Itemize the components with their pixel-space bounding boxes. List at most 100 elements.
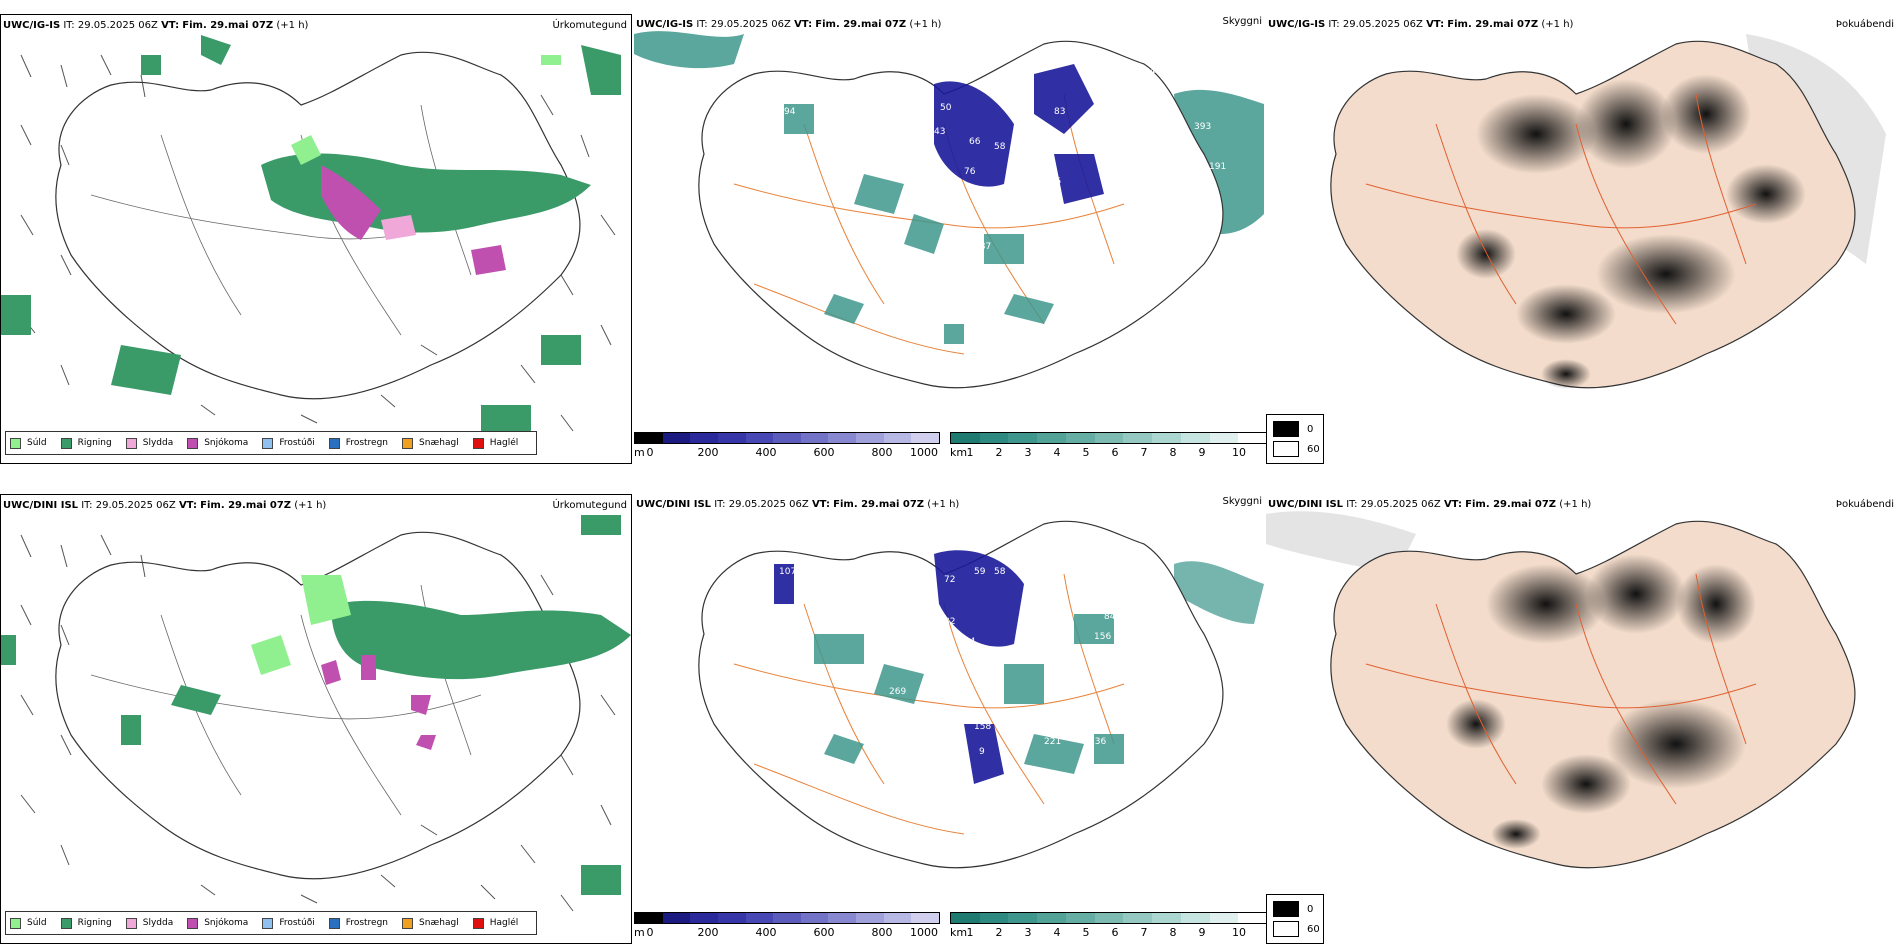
ceiling-label: 43 bbox=[1044, 137, 1055, 147]
colorbar-tick: 1 bbox=[966, 926, 974, 939]
colorbar-tick: 6 bbox=[1111, 926, 1119, 939]
rain-areas bbox=[1, 35, 621, 435]
header-row1-ceiling: UWC/IG-IS IT: 29.05.2025 06Z VT: Fim. 29… bbox=[636, 19, 942, 30]
legend-swatch bbox=[262, 917, 274, 929]
colorbar-tick: 400 bbox=[755, 446, 777, 459]
panel-title-fog: Þokuábendi bbox=[1835, 19, 1894, 30]
legend-item: Snjókoma bbox=[187, 437, 248, 449]
fog-legend-item: 0 bbox=[1273, 901, 1313, 917]
ceiling-teal-patches bbox=[784, 104, 1054, 344]
drizzle-areas bbox=[291, 55, 561, 165]
colorbar-tick: 1000 bbox=[910, 446, 938, 459]
colorbar-tick: 200 bbox=[697, 926, 719, 939]
ceiling-label: 135 bbox=[1044, 177, 1061, 187]
ceiling-label: 83 bbox=[1054, 107, 1065, 117]
ceiling-label: 136 bbox=[1089, 737, 1106, 747]
fog-legend-swatch bbox=[1273, 421, 1299, 437]
roads bbox=[733, 573, 1125, 835]
wind-barbs bbox=[20, 534, 616, 912]
ceiling-label: 65 bbox=[1164, 152, 1175, 162]
iceland-outline bbox=[55, 531, 581, 880]
colorbar-tick: 10 bbox=[1232, 926, 1246, 939]
colorbar-m-unit: m bbox=[634, 446, 645, 459]
ceiling-label: 70 bbox=[1044, 617, 1056, 627]
ceiling-teal-patches bbox=[814, 614, 1124, 774]
legend-item: Rigning bbox=[60, 437, 112, 449]
ceiling-label: 50 bbox=[940, 103, 952, 113]
precip-legend: Súld Rigning Slydda Snjókoma Frostúði Fr… bbox=[5, 431, 538, 455]
legend-item: Frostúði bbox=[262, 917, 315, 929]
ceiling-label: 62 bbox=[854, 627, 865, 637]
colorbar-km-unit: km bbox=[950, 926, 968, 939]
fog-legend-item: 0 bbox=[1273, 421, 1313, 437]
legend-swatch bbox=[472, 917, 484, 929]
ceiling-label: 154 bbox=[924, 297, 941, 307]
header-row2-precip: UWC/DINI ISL IT: 29.05.2025 06Z VT: Fim.… bbox=[3, 500, 327, 511]
colorbar-tick: 4 bbox=[1053, 926, 1061, 939]
ceiling-label: 84 bbox=[1144, 67, 1156, 77]
colorbar-tick: 200 bbox=[697, 446, 719, 459]
legend-swatch bbox=[472, 437, 484, 449]
fog-dark-patches bbox=[1456, 74, 1806, 389]
header-row2-ceiling: UWC/DINI ISL IT: 29.05.2025 06Z VT: Fim.… bbox=[636, 499, 960, 510]
ceiling-label: 72 bbox=[944, 575, 955, 585]
precip-map-bottom bbox=[1, 515, 631, 912]
wind-barbs bbox=[20, 54, 616, 432]
ceiling-label: 84 bbox=[964, 637, 976, 647]
ceiling-label: 13 bbox=[894, 722, 905, 732]
legend-item: Snæhagl bbox=[402, 437, 459, 449]
legend-swatch bbox=[187, 917, 199, 929]
colorbar-tick: 9 bbox=[1198, 926, 1206, 939]
colorbar-tick: 400 bbox=[755, 926, 777, 939]
precip-panel-bottom: UWC/DINI ISL IT: 29.05.2025 06Z VT: Fim.… bbox=[0, 494, 632, 944]
ceiling-label: 80 bbox=[1094, 147, 1106, 157]
colorbar-tick: 5 bbox=[1082, 446, 1090, 459]
iceland-outline bbox=[698, 40, 1224, 389]
ceiling-colorbars: m 0 200 400 600 800 1000 km 1 2 3 4 5 6 … bbox=[634, 428, 1266, 464]
ceiling-colorbars: m 0 200 400 600 800 1000 km 1 2 3 4 5 6 … bbox=[634, 908, 1266, 944]
legend-item: Rigning bbox=[60, 917, 112, 929]
legend-item: Frostúði bbox=[262, 437, 315, 449]
legend-item: Slydda bbox=[125, 917, 173, 929]
ceiling-label: 59 bbox=[974, 567, 986, 577]
ceiling-label: 103 bbox=[1124, 582, 1141, 592]
colorbar-m bbox=[634, 432, 940, 444]
colorbar-km-unit: km bbox=[950, 446, 968, 459]
ceiling-label: 218 bbox=[1114, 222, 1131, 232]
ceiling-teal-area bbox=[1174, 561, 1264, 624]
colorbar-tick: 8 bbox=[1169, 926, 1177, 939]
fog-legend-swatch bbox=[1273, 921, 1299, 937]
ceiling-label: 107 bbox=[779, 567, 796, 577]
colorbar-m-unit: m bbox=[634, 926, 645, 939]
roads bbox=[1365, 93, 1757, 325]
colorbar-tick: 2 bbox=[995, 446, 1003, 459]
colorbar-km bbox=[950, 912, 1266, 924]
colorbar-tick: 3 bbox=[1024, 926, 1032, 939]
header-row1-precip: UWC/IG-IS IT: 29.05.2025 06Z VT: Fim. 29… bbox=[3, 20, 309, 31]
ceiling-panel-top: 50 43 66 58 63 34 43 76 99 68 84 116 80 … bbox=[634, 14, 1266, 464]
ceiling-label: 94 bbox=[784, 107, 796, 117]
fog-dark-patches bbox=[1446, 554, 1756, 849]
ceiling-label: 393 bbox=[1194, 122, 1211, 132]
colorbar-tick: 0 bbox=[646, 926, 654, 939]
fog-legend-item: 60 bbox=[1273, 921, 1320, 937]
legend-item: Slydda bbox=[125, 437, 173, 449]
ceiling-label: 269 bbox=[889, 687, 906, 697]
colorbar-tick: 600 bbox=[813, 446, 835, 459]
colorbar-tick: 600 bbox=[813, 926, 835, 939]
fog-legend: 0 60 bbox=[1266, 414, 1324, 464]
snow-areas bbox=[321, 655, 436, 750]
legend-swatch bbox=[187, 437, 199, 449]
legend-item: Snjókoma bbox=[187, 917, 248, 929]
legend-item: Súld bbox=[10, 437, 47, 449]
snow-areas bbox=[321, 165, 506, 275]
ceiling-label: 103 bbox=[1124, 597, 1141, 607]
ceiling-label: 155 bbox=[1014, 719, 1031, 729]
ceiling-label: 20 bbox=[1019, 197, 1031, 207]
ceiling-label: 60 bbox=[1159, 172, 1171, 182]
ceiling-label: 16 bbox=[1044, 637, 1056, 647]
ceiling-value-labels: 107 72 59 58 82 84 115 70 84 156 103 62 … bbox=[779, 547, 1141, 757]
panel-title-fog: Þokuábendi bbox=[1835, 499, 1894, 510]
legend-item: Haglél bbox=[472, 917, 518, 929]
legend-item: Súld bbox=[10, 917, 47, 929]
